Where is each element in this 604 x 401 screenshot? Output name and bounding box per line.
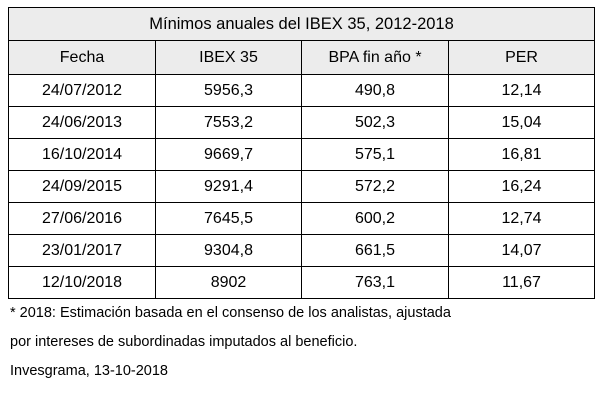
cell-bpa: 661,5 [301,234,449,267]
column-header-per: PER [447,40,596,75]
cell-bpa: 763,1 [301,266,449,299]
cell-ibex35: 9669,7 [155,138,302,171]
table-row: 16/10/2014 9669,7 575,1 16,81 [8,138,596,171]
table-header-row: Fecha IBEX 35 BPA fin año * PER [8,40,596,75]
table-row: 12/10/2018 8902 763,1 11,67 [8,266,596,299]
cell-bpa: 575,1 [301,138,449,171]
cell-per: 15,04 [447,106,596,139]
cell-ibex35: 9304,8 [155,234,302,267]
cell-per: 11,67 [447,266,596,299]
cell-ibex35: 7553,2 [155,106,302,139]
cell-bpa: 502,3 [301,106,449,139]
cell-per: 16,24 [447,170,596,203]
cell-ibex35: 9291,4 [155,170,302,203]
table-row: 27/06/2016 7645,5 600,2 12,74 [8,202,596,235]
cell-per: 16,81 [447,138,596,171]
cell-bpa: 490,8 [301,74,449,107]
source-note: Invesgrama, 13-10-2018 [10,363,168,379]
cell-ibex35: 7645,5 [155,202,302,235]
column-header-bpa: BPA fin año * [301,40,449,75]
cell-bpa: 572,2 [301,170,449,203]
cell-ibex35: 8902 [155,266,302,299]
cell-per: 12,74 [447,202,596,235]
ibex-minimos-table-container: Mínimos anuales del IBEX 35, 2012-2018 F… [7,7,596,299]
cell-bpa: 600,2 [301,202,449,235]
column-header-fecha: Fecha [8,40,156,75]
table-title-row: Mínimos anuales del IBEX 35, 2012-2018 [7,7,596,41]
cell-fecha: 24/09/2015 [8,170,156,203]
table-title: Mínimos anuales del IBEX 35, 2012-2018 [7,7,596,41]
cell-ibex35: 5956,3 [155,74,302,107]
footnotes: * 2018: Estimación basada en el consenso… [10,303,596,390]
cell-per: 12,14 [447,74,596,107]
ibex-minimos-table: Mínimos anuales del IBEX 35, 2012-2018 F… [7,7,596,299]
table-row: 24/09/2015 9291,4 572,2 16,24 [8,170,596,203]
table-row: 23/01/2017 9304,8 661,5 14,07 [8,234,596,267]
cell-fecha: 23/01/2017 [8,234,156,267]
table-row: 24/07/2012 5956,3 490,8 12,14 [8,74,596,107]
cell-fecha: 27/06/2016 [8,202,156,235]
cell-fecha: 12/10/2018 [8,266,156,299]
cell-fecha: 16/10/2014 [8,138,156,171]
column-header-ibex35: IBEX 35 [155,40,302,75]
cell-fecha: 24/07/2012 [8,74,156,107]
footnote-line-2: por intereses de subordinadas imputados … [10,334,358,350]
table-row: 24/06/2013 7553,2 502,3 15,04 [8,106,596,139]
cell-fecha: 24/06/2013 [8,106,156,139]
footnote-line-1: * 2018: Estimación basada en el consenso… [10,305,451,321]
cell-per: 14,07 [447,234,596,267]
